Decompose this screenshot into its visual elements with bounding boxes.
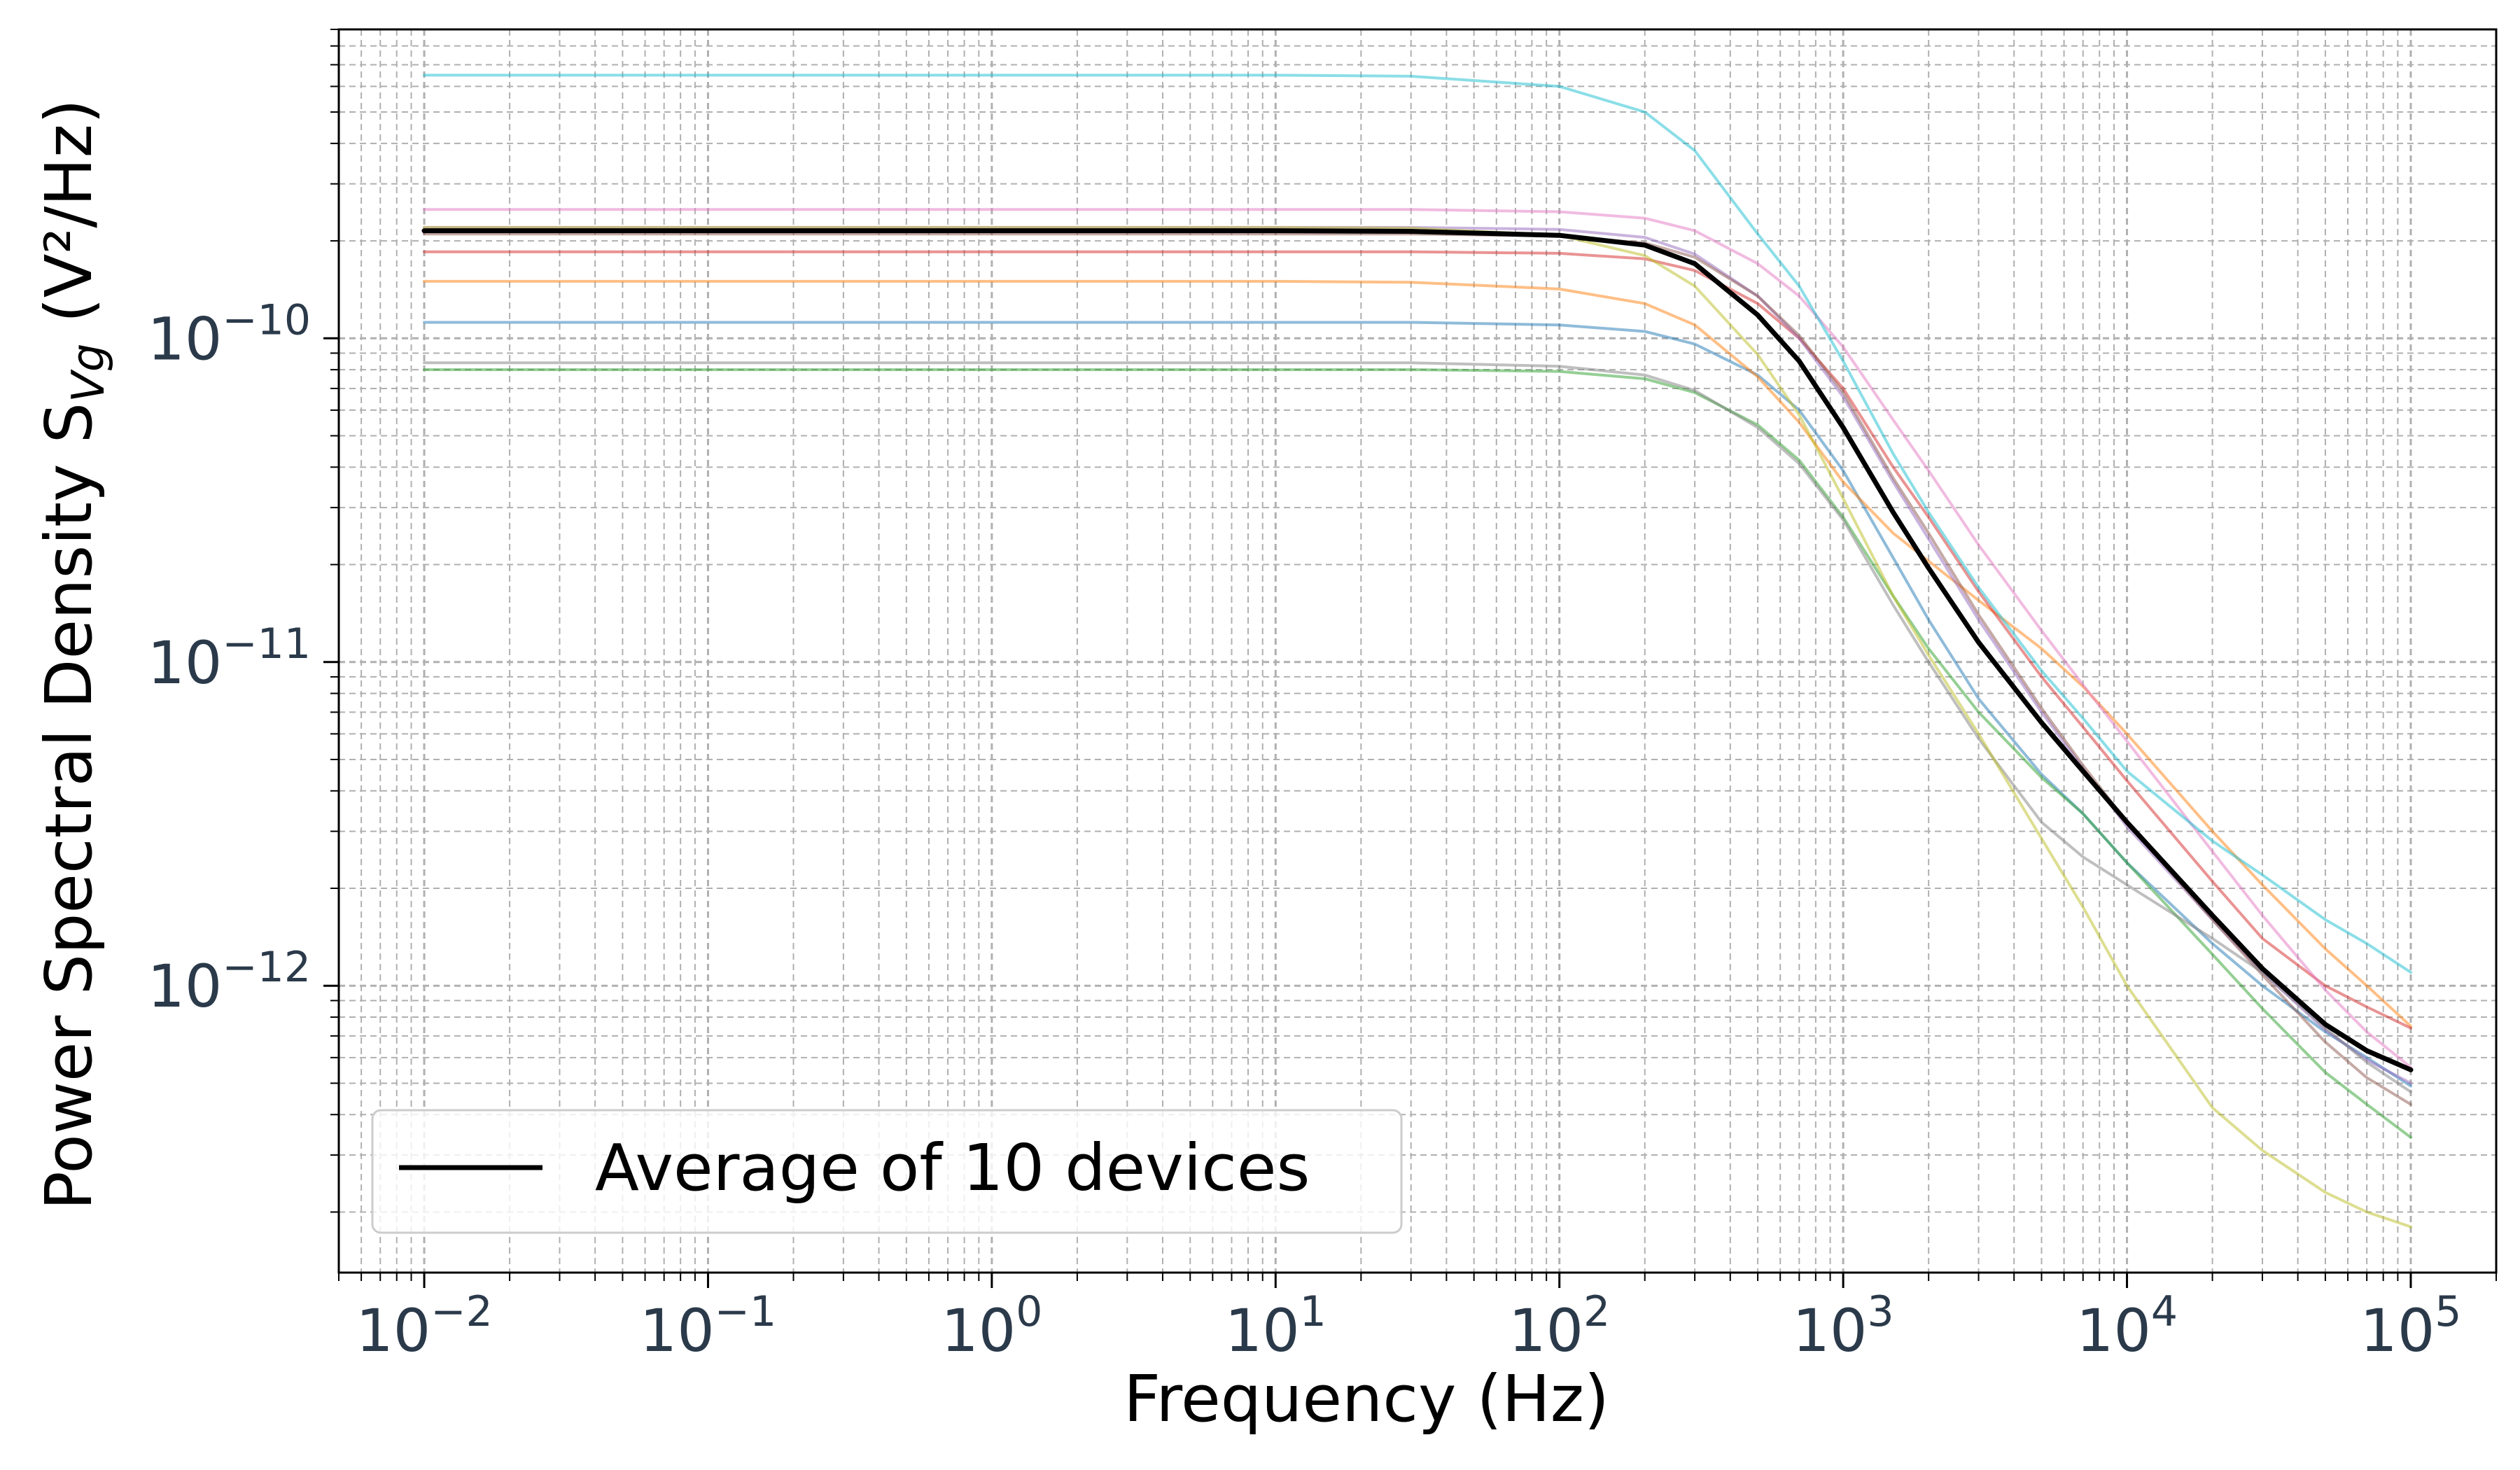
x-tick-labels: 10−2 10−1 100 101 102 103 104 105 [356,1287,2461,1365]
series-line-device-7 [423,208,2412,1069]
x-tick-label: 10−1 [640,1287,776,1365]
x-tick-label-base: 10 [1793,1296,1868,1365]
series-line-device-9 [423,225,2412,1228]
legend-label-average: Average of 10 devices [595,1130,1310,1205]
series-line-device-6 [423,232,2412,1106]
x-tick-label: 10−2 [356,1287,492,1365]
x-tick-label-exponent: 0 [1016,1287,1042,1336]
y-axis-label: Power Spectral Density SVg (V²/Hz) [31,99,115,1210]
x-tick-label-base: 10 [941,1296,1016,1365]
x-axis-label: Frequency (Hz) [1124,1362,1609,1436]
x-tick-label-base: 10 [2360,1296,2435,1365]
x-tick-label-base: 10 [2076,1296,2151,1365]
y-tick-label-base: 10 [147,629,222,697]
y-tick-label-exponent: −12 [222,943,311,992]
x-tick-label-base: 10 [356,1296,430,1365]
y-tick-label: 10−11 [147,620,311,697]
x-tick-label-base: 10 [640,1296,715,1365]
y-tick-label-base: 10 [147,304,222,373]
axis-ticks [323,29,2497,1288]
y-tick-label-exponent: −10 [222,295,311,344]
x-tick-label: 105 [2360,1287,2461,1365]
plot-area [337,28,2498,1274]
y-tick-label: 10−12 [147,943,311,1021]
x-tick-label-exponent: −2 [430,1287,492,1336]
x-tick-label-exponent: 5 [2435,1287,2461,1336]
x-tick-label-base: 10 [1508,1296,1583,1365]
grid [338,29,2497,1273]
series-line-device-3 [423,368,2412,1139]
x-tick-label-exponent: 3 [1867,1287,1893,1336]
y-tick-label-exponent: −11 [222,620,311,668]
x-tick-label-base: 10 [1225,1296,1300,1365]
x-tick-label: 103 [1793,1287,1894,1365]
series-line-device-1 [423,321,2412,1088]
series-line-average [421,228,2414,1072]
y-tick-label: 10−10 [147,295,311,373]
series-line-device-10 [423,74,2412,974]
series-lines [421,74,2414,1228]
x-tick-label: 101 [1225,1287,1326,1365]
x-tick-label-exponent: −1 [715,1287,776,1336]
y-axis-label-subscript: Vg [63,344,115,402]
x-tick-label-exponent: 1 [1300,1287,1326,1336]
x-tick-label: 100 [941,1287,1042,1365]
series-line-device-2 [423,279,2412,1028]
series-line-device-5 [423,225,2412,1085]
series-line-device-4 [423,250,2412,1030]
y-axis-label-suffix: (V²/Hz) [31,99,106,343]
series-line-device-8 [423,361,2412,1093]
y-axis-label-prefix: Power Spectral Density S [31,402,106,1210]
legend-box [371,1109,1403,1234]
x-tick-label: 104 [2076,1287,2178,1365]
x-tick-label-exponent: 2 [1583,1287,1610,1336]
legend: Average of 10 devices [371,1109,1403,1234]
x-tick-label-exponent: 4 [2151,1287,2178,1336]
y-tick-label-base: 10 [147,952,222,1021]
x-tick-label: 102 [1508,1287,1610,1365]
